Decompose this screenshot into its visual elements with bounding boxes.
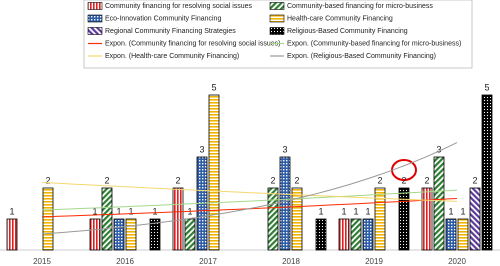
trendline xyxy=(41,142,458,235)
x-tick-label: 2016 xyxy=(116,257,134,266)
x-tick-label: 2020 xyxy=(448,257,466,266)
value-label: 2 xyxy=(45,175,50,185)
bar xyxy=(315,218,327,251)
bar xyxy=(433,156,445,251)
bar xyxy=(398,187,410,251)
bar xyxy=(481,94,493,251)
legend-swatch xyxy=(269,27,285,35)
trendline xyxy=(41,181,458,202)
legend-swatch xyxy=(269,2,285,10)
x-tick-label: 2015 xyxy=(33,257,51,266)
bar xyxy=(42,187,54,251)
value-label: 2 xyxy=(472,175,477,185)
legend-swatch xyxy=(87,2,103,10)
legend-swatch xyxy=(269,14,285,23)
bar xyxy=(291,187,303,251)
bar xyxy=(362,218,374,251)
bar xyxy=(113,218,125,251)
value-label: 5 xyxy=(211,82,216,92)
value-label: 1 xyxy=(341,206,346,216)
value-label: 3 xyxy=(199,144,204,154)
legend-label: Community financing for resolving social… xyxy=(105,3,253,10)
bar xyxy=(267,187,279,251)
x-tick-label: 2019 xyxy=(365,257,383,266)
value-label: 2 xyxy=(424,175,429,185)
legend-swatch xyxy=(87,14,103,23)
legend-label: Expon. (Community financing for resolvin… xyxy=(105,40,280,47)
bar xyxy=(149,218,161,251)
value-label: 1 xyxy=(448,206,453,216)
legend-label: Expon. (Religious-Based Community Financ… xyxy=(287,53,436,60)
bar xyxy=(445,218,457,251)
value-label: 3 xyxy=(436,144,441,154)
bar xyxy=(469,187,481,251)
bar xyxy=(101,187,113,251)
bar xyxy=(350,218,362,251)
value-label: 2 xyxy=(104,175,109,185)
trendline xyxy=(41,189,458,211)
value-label: 2 xyxy=(175,175,180,185)
value-label: 2 xyxy=(294,175,299,185)
legend-label: Eco-Innovation Community Financing xyxy=(105,15,221,22)
bar xyxy=(457,218,469,251)
legend-label: Regional Community Financing Strategies xyxy=(105,28,236,35)
bar xyxy=(172,187,184,251)
value-label: 2 xyxy=(377,175,382,185)
legend-label: Health-care Community Financing xyxy=(287,15,393,22)
bar xyxy=(421,187,433,251)
value-label: 1 xyxy=(460,206,465,216)
value-label: 1 xyxy=(365,206,370,216)
value-label: 1 xyxy=(9,206,14,216)
bar xyxy=(125,218,137,251)
bar xyxy=(6,218,18,251)
value-label: 1 xyxy=(128,206,133,216)
value-label: 3 xyxy=(282,144,287,154)
legend-label: Expon. (Health-care Community Financing) xyxy=(105,53,239,60)
value-label: 1 xyxy=(318,206,323,216)
bar xyxy=(374,187,386,251)
legend-label: Religious-Based Community Financing xyxy=(287,28,408,35)
value-label: 1 xyxy=(353,206,358,216)
value-label: 5 xyxy=(484,82,489,92)
value-label: 2 xyxy=(401,175,406,185)
legend-swatch xyxy=(87,27,103,35)
value-label: 1 xyxy=(92,206,97,216)
legend-label: Expon. (Community-based financing for mi… xyxy=(287,40,461,47)
value-label: 2 xyxy=(270,175,275,185)
x-tick-label: 2017 xyxy=(199,257,217,266)
legend-label: Community-based financing for micro-busi… xyxy=(287,3,433,10)
value-label: 1 xyxy=(152,206,157,216)
bar xyxy=(89,218,101,251)
bar xyxy=(279,156,291,251)
bar xyxy=(184,218,196,251)
x-tick-label: 2018 xyxy=(282,257,300,266)
bar xyxy=(208,94,220,251)
value-label: 1 xyxy=(116,206,121,216)
bar xyxy=(338,218,350,251)
